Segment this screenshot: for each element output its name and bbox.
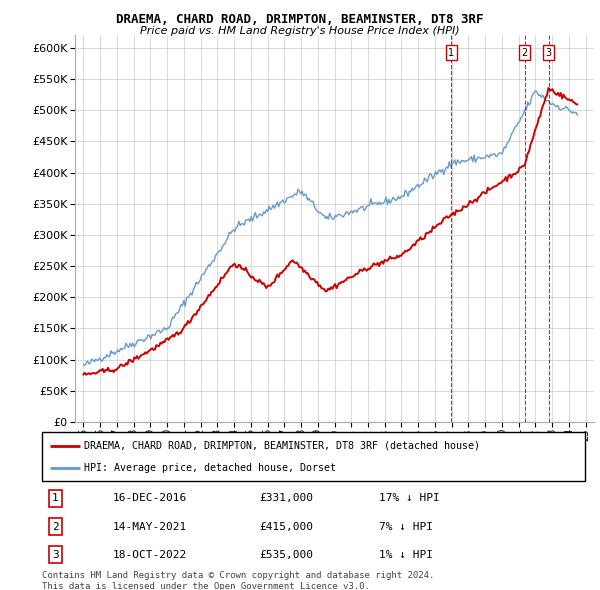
FancyBboxPatch shape bbox=[42, 432, 585, 481]
Text: 1% ↓ HPI: 1% ↓ HPI bbox=[379, 550, 433, 560]
Text: HPI: Average price, detached house, Dorset: HPI: Average price, detached house, Dors… bbox=[85, 463, 337, 473]
Text: 16-DEC-2016: 16-DEC-2016 bbox=[113, 493, 187, 503]
Text: 1: 1 bbox=[52, 493, 59, 503]
Text: 2: 2 bbox=[522, 48, 528, 58]
Text: Price paid vs. HM Land Registry's House Price Index (HPI): Price paid vs. HM Land Registry's House … bbox=[140, 26, 460, 36]
Text: 3: 3 bbox=[52, 550, 59, 560]
Text: 14-MAY-2021: 14-MAY-2021 bbox=[113, 522, 187, 532]
Text: 7% ↓ HPI: 7% ↓ HPI bbox=[379, 522, 433, 532]
Text: 18-OCT-2022: 18-OCT-2022 bbox=[113, 550, 187, 560]
Text: DRAEMA, CHARD ROAD, DRIMPTON, BEAMINSTER, DT8 3RF: DRAEMA, CHARD ROAD, DRIMPTON, BEAMINSTER… bbox=[116, 13, 484, 26]
Text: 3: 3 bbox=[545, 48, 551, 58]
Text: £415,000: £415,000 bbox=[259, 522, 313, 532]
Text: £535,000: £535,000 bbox=[259, 550, 313, 560]
Text: 2: 2 bbox=[52, 522, 59, 532]
Text: Contains HM Land Registry data © Crown copyright and database right 2024.
This d: Contains HM Land Registry data © Crown c… bbox=[42, 571, 434, 590]
Text: DRAEMA, CHARD ROAD, DRIMPTON, BEAMINSTER, DT8 3RF (detached house): DRAEMA, CHARD ROAD, DRIMPTON, BEAMINSTER… bbox=[85, 441, 481, 451]
Text: 17% ↓ HPI: 17% ↓ HPI bbox=[379, 493, 439, 503]
Text: £331,000: £331,000 bbox=[259, 493, 313, 503]
Text: 1: 1 bbox=[448, 48, 454, 58]
